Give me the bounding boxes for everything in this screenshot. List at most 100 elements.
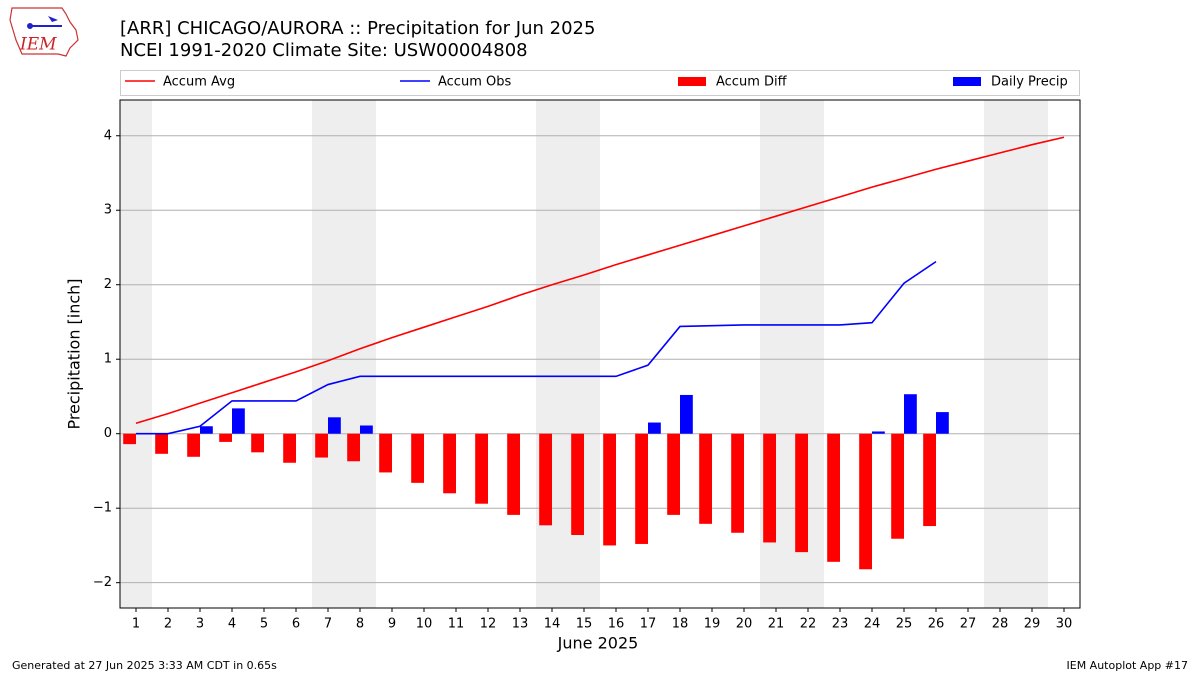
y-axis-label: Precipitation [inch] xyxy=(65,278,84,429)
bar xyxy=(155,433,168,454)
bar xyxy=(763,433,776,543)
bar xyxy=(859,433,872,570)
bar xyxy=(360,425,373,434)
x-tick-label: 15 xyxy=(576,617,593,632)
y-tick-label: 3 xyxy=(104,203,112,218)
y-tick-label: 0 xyxy=(104,426,112,441)
bar xyxy=(891,433,904,539)
logo: IEM xyxy=(9,7,79,57)
bar xyxy=(187,433,200,457)
weekend-shade xyxy=(536,100,568,608)
line xyxy=(136,260,937,435)
bar xyxy=(411,433,424,483)
bar xyxy=(475,433,488,504)
legend-label: Accum Obs xyxy=(438,75,511,90)
x-tick-label: 24 xyxy=(864,617,881,632)
bar xyxy=(923,433,936,527)
footer-left: Generated at 27 Jun 2025 3:33 AM CDT in … xyxy=(12,659,277,672)
chart-subtitle: NCEI 1991-2020 Climate Site: USW00004808 xyxy=(120,40,528,61)
y-tick-label: 4 xyxy=(104,128,112,143)
legend-label: Accum Diff xyxy=(716,75,788,90)
bar xyxy=(667,433,680,515)
y-tick-label: −1 xyxy=(93,501,112,516)
weekend-shade xyxy=(1016,100,1048,608)
x-tick-label: 25 xyxy=(896,617,913,632)
line xyxy=(135,136,1065,425)
x-tick-label: 30 xyxy=(1056,617,1073,632)
x-tick-label: 16 xyxy=(608,617,625,632)
bar xyxy=(219,433,232,442)
bar xyxy=(904,394,917,434)
legend-swatch xyxy=(678,77,706,86)
weekend-shade xyxy=(312,100,344,608)
bar xyxy=(936,412,949,434)
bar xyxy=(795,433,808,553)
x-tick-label: 13 xyxy=(512,617,529,632)
x-tick-label: 4 xyxy=(228,617,236,632)
logo-flag xyxy=(48,16,58,22)
bar xyxy=(827,433,840,562)
x-tick-label: 6 xyxy=(292,617,300,632)
y-tick-label: 1 xyxy=(104,352,112,367)
x-tick-label: 8 xyxy=(356,617,364,632)
bar xyxy=(872,431,885,434)
weekend-shade xyxy=(344,100,376,608)
bar xyxy=(123,433,136,445)
x-tick-label: 20 xyxy=(736,617,753,632)
x-tick-label: 14 xyxy=(544,617,561,632)
legend-swatch xyxy=(953,77,981,86)
weekend-shade xyxy=(984,100,1016,608)
x-tick-label: 17 xyxy=(640,617,657,632)
x-axis-label: June 2025 xyxy=(557,634,639,653)
bar xyxy=(571,433,584,536)
bar xyxy=(731,433,744,533)
x-tick-label: 5 xyxy=(260,617,268,632)
bar xyxy=(507,433,520,515)
x-tick-label: 18 xyxy=(672,617,689,632)
y-tick-label: −2 xyxy=(93,575,112,590)
x-tick-label: 3 xyxy=(196,617,204,632)
bar xyxy=(539,433,552,526)
legend-box xyxy=(120,70,1080,96)
bar xyxy=(328,417,341,434)
bar xyxy=(699,433,712,524)
bar xyxy=(648,422,661,434)
bar xyxy=(200,426,213,434)
logo-outline xyxy=(9,7,79,57)
legend-label: Daily Precip xyxy=(991,75,1068,90)
bar xyxy=(379,433,392,473)
weekend-shade xyxy=(120,100,152,608)
bar xyxy=(232,408,245,434)
legend-label: Accum Avg xyxy=(163,75,235,90)
x-tick-label: 22 xyxy=(800,617,817,632)
x-tick-label: 2 xyxy=(164,617,172,632)
x-tick-label: 9 xyxy=(388,617,396,632)
bar xyxy=(603,433,616,546)
bar xyxy=(251,433,264,453)
logo-dot xyxy=(27,23,33,29)
footer-right: IEM Autoplot App #17 xyxy=(1067,659,1189,672)
x-tick-label: 11 xyxy=(448,617,465,632)
x-tick-label: 23 xyxy=(832,617,849,632)
bar xyxy=(283,433,296,463)
y-tick-label: 2 xyxy=(104,277,112,292)
x-tick-label: 27 xyxy=(960,617,977,632)
plot-frame xyxy=(119,99,1081,609)
bar xyxy=(635,433,648,544)
x-tick-label: 7 xyxy=(324,617,332,632)
bar xyxy=(315,433,328,458)
x-tick-label: 1 xyxy=(132,617,140,632)
x-tick-label: 28 xyxy=(992,617,1009,632)
x-tick-label: 26 xyxy=(928,617,945,632)
chart-title: [ARR] CHICAGO/AURORA :: Precipitation fo… xyxy=(120,18,595,39)
x-tick-label: 29 xyxy=(1024,617,1041,632)
x-tick-label: 10 xyxy=(416,617,433,632)
x-tick-label: 19 xyxy=(704,617,721,632)
logo-text: IEM xyxy=(19,35,57,55)
x-tick-label: 12 xyxy=(480,617,497,632)
x-tick-label: 21 xyxy=(768,617,785,632)
bar xyxy=(680,394,693,434)
bar xyxy=(347,433,360,462)
